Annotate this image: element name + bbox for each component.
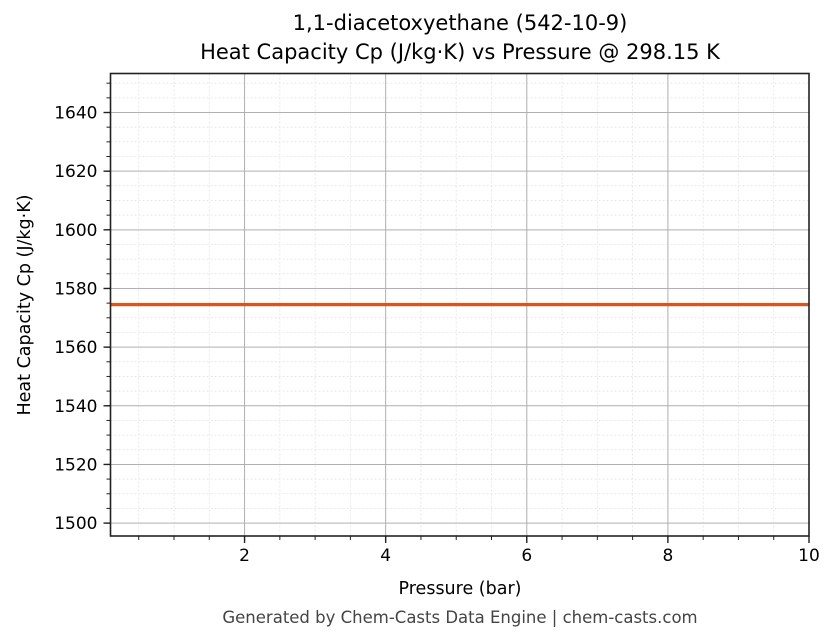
x-tick-label: 4 [380,546,391,566]
y-tick-label: 1580 [54,279,97,299]
y-tick-label: 1560 [54,338,97,358]
x-tick-label: 2 [239,546,250,566]
x-tick-label: 8 [662,546,673,566]
chart-title: 1,1-diacetoxyethane (542-10-9) [292,11,628,35]
x-tick-label: 10 [798,546,820,566]
plot-frame [109,72,810,537]
y-tick-label: 1620 [54,162,97,182]
y-axis-label: Heat Capacity Cp (J/kg·K) [15,195,35,416]
x-axis-ticks: 2 4 6 8 10 [138,536,820,566]
y-tick-label: 1500 [54,514,97,534]
y-tick-label: 1520 [54,455,97,475]
y-tick-label: 1540 [54,397,97,417]
chart-subtitle: Heat Capacity Cp (J/kg·K) vs Pressure @ … [200,40,720,64]
y-axis-ticks: 1500 1520 1540 1560 1580 1600 1620 1640 [54,82,111,534]
x-tick-label: 6 [521,546,532,566]
x-axis-label: Pressure (bar) [399,579,522,599]
y-tick-label: 1600 [54,221,97,241]
footer-credit: Generated by Chem-Casts Data Engine | ch… [222,608,698,627]
y-tick-label: 1640 [54,104,97,124]
